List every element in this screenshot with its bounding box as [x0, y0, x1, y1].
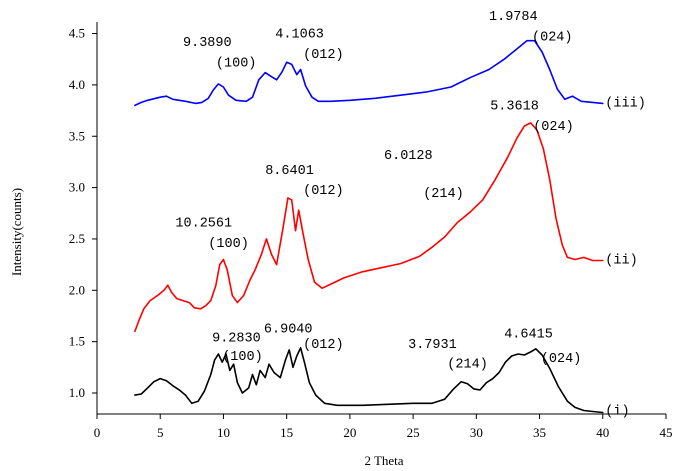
x-axis-ticks: 0 5 10 15 20 25 30 35 40 45	[94, 414, 673, 440]
peak-annotation: 8.6401	[265, 164, 314, 179]
x-tick-label: 45	[660, 425, 673, 440]
y-tick-label: 2.0	[69, 282, 85, 297]
x-tick-label: 35	[533, 425, 546, 440]
peak-annotation: (214)	[423, 187, 464, 202]
peak-annotation: (i)	[605, 405, 629, 420]
annotation-layer: 9.2830(100)6.9040(012) 3.7931(214)4.6415(…	[175, 10, 645, 419]
peak-annotation: (ii)	[605, 254, 637, 269]
peak-annotation: (024)	[532, 31, 573, 46]
x-tick-label: 25	[407, 425, 420, 440]
y-tick-label: 1.5	[69, 334, 85, 349]
peak-annotation: (024)	[541, 352, 582, 367]
x-tick-label: 20	[343, 425, 356, 440]
peak-annotation: (012)	[303, 48, 344, 63]
peak-annotation: (024)	[533, 120, 574, 135]
y-tick-label: 2.5	[69, 231, 85, 246]
peak-annotation: 6.9040	[264, 322, 313, 337]
peak-annotation: (100)	[222, 350, 263, 365]
plot-frame	[96, 22, 666, 415]
peak-annotation: (214)	[447, 357, 488, 372]
y-axis-title: Intensity(counts)	[9, 188, 24, 276]
peak-annotation: 1.9784	[489, 10, 538, 25]
x-tick-label: 0	[94, 425, 101, 440]
x-axis-title: 2 Theta	[364, 453, 403, 468]
x-tick-label: 5	[157, 425, 164, 440]
y-tick-label: 4.0	[69, 77, 85, 92]
y-tick-label: 3.5	[69, 128, 85, 143]
y-tick-label: 3.0	[69, 180, 85, 195]
peak-annotation: (100)	[216, 56, 257, 71]
peak-annotation: (012)	[303, 184, 344, 199]
x-tick-label: 40	[596, 425, 609, 440]
peak-annotation: 4.1063	[275, 28, 324, 43]
series-line-2	[134, 122, 604, 333]
peak-annotation: 3.7931	[408, 338, 457, 353]
peak-annotation: 10.2561	[175, 217, 232, 232]
peak-annotation: (012)	[303, 338, 344, 353]
series-line-1	[134, 347, 604, 414]
series-layer	[134, 39, 604, 414]
peak-annotation: 5.3618	[490, 100, 539, 115]
x-tick-label: 15	[280, 425, 293, 440]
peak-annotation: (100)	[208, 237, 249, 252]
peak-annotation: (iii)	[605, 97, 646, 112]
series-line-3	[134, 39, 604, 107]
y-tick-label: 1.0	[69, 385, 85, 400]
peak-annotation: 9.3890	[183, 36, 232, 51]
y-axis-ticks: 1.0 1.5 2.0 2.5 3.0 3.5 4.0 4.5	[69, 26, 97, 400]
peak-annotation: 4.6415	[504, 328, 553, 343]
peak-annotation: 6.0128	[384, 149, 433, 164]
peak-annotation: 9.2830	[212, 332, 261, 347]
x-tick-label: 10	[217, 425, 230, 440]
x-tick-label: 30	[470, 425, 483, 440]
y-tick-label: 4.5	[69, 26, 85, 41]
